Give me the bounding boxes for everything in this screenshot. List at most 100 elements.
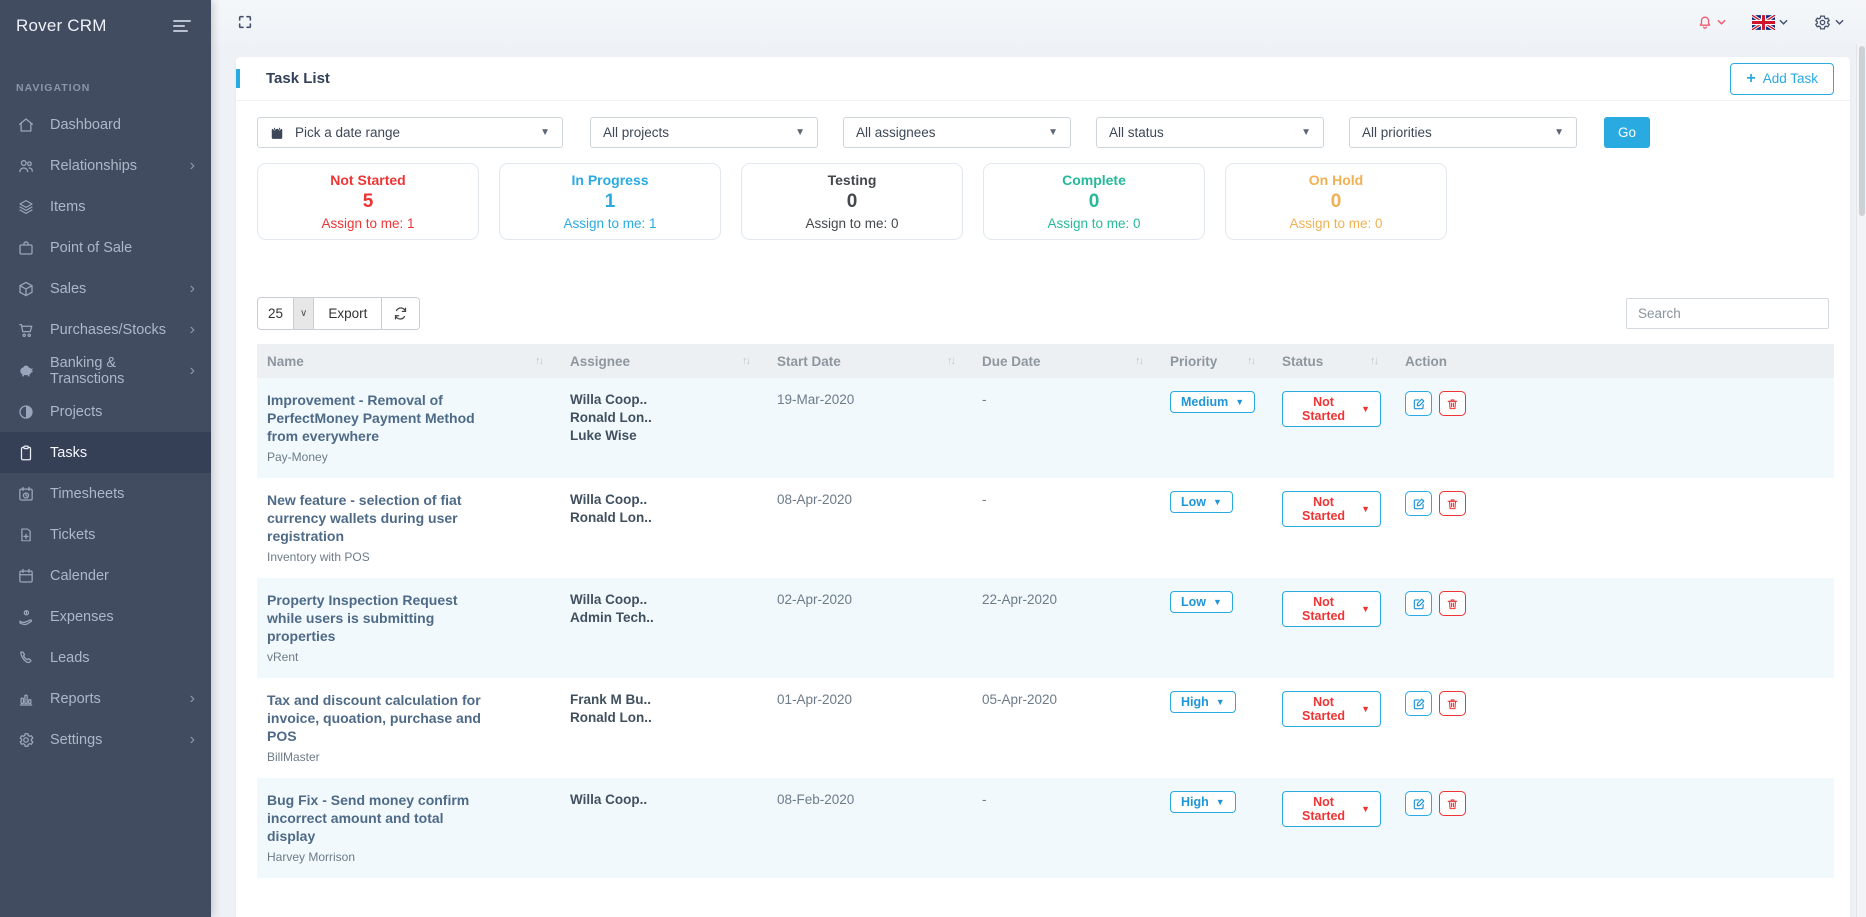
sort-icon[interactable]: ↑↓ [535,355,544,367]
edit-task-button[interactable] [1405,391,1432,416]
sidebar-item-label: Settings [50,731,103,748]
priority-dropdown[interactable]: Medium ▼ [1170,391,1256,413]
go-button[interactable]: Go [1604,117,1651,148]
caret-down-icon: ▼ [1213,497,1222,507]
edit-task-button[interactable] [1405,491,1432,516]
edit-task-button[interactable] [1405,591,1432,616]
filter-select-assignees[interactable]: All assignees ▼ [843,117,1071,148]
task-name[interactable]: Improvement - Removal of PerfectMoney Pa… [267,392,475,444]
column-header-name[interactable]: Name ↑↓ [257,354,560,369]
delete-task-button[interactable] [1439,791,1466,816]
sidebar-item-purchases-stocks[interactable]: Purchases/Stocks › [0,309,211,350]
status-dropdown[interactable]: Not Started ▼ [1282,791,1381,827]
cell-status: Not Started ▼ [1272,491,1395,527]
sort-icon[interactable]: ↑↓ [742,355,751,367]
task-name[interactable]: Property Inspection Request while users … [267,592,458,644]
export-button[interactable]: Export [313,298,382,329]
page-size-select[interactable]: 25 [268,306,284,321]
column-header-start-date[interactable]: Start Date ↑↓ [767,354,972,369]
sidebar-item-sales[interactable]: Sales › [0,268,211,309]
summary-card-not-started[interactable]: Not Started 5 Assign to me: 1 [257,163,479,240]
assignee-name: Ronald Lon.. [570,410,652,425]
sidebar-nav: Dashboard Relationships › Items Point of… [0,104,211,760]
sort-icon[interactable]: ↑↓ [947,355,956,367]
status-dropdown[interactable]: Not Started ▼ [1282,591,1381,627]
status-dropdown[interactable]: Not Started ▼ [1282,391,1381,427]
card-count: 5 [362,191,374,212]
sidebar-item-relationships[interactable]: Relationships › [0,145,211,186]
summary-card-testing[interactable]: Testing 0 Assign to me: 0 [741,163,963,240]
column-header-assignee[interactable]: Assignee ↑↓ [560,354,767,369]
delete-task-button[interactable] [1439,691,1466,716]
priority-dropdown[interactable]: High ▼ [1170,791,1236,813]
language-uk-flag-icon[interactable] [1752,14,1788,30]
sidebar-item-label: Dashboard [50,116,121,133]
sidebar-item-settings[interactable]: Settings › [0,719,211,760]
task-name[interactable]: Bug Fix - Send money confirm incorrect a… [267,792,470,844]
bar-chart-icon [16,689,36,709]
page-size-caret-icon[interactable]: ∨ [293,298,314,329]
sort-icon[interactable]: ↑↓ [1135,355,1144,367]
sort-icon[interactable]: ↑↓ [1370,355,1379,367]
sidebar-item-calender[interactable]: Calender [0,555,211,596]
task-name[interactable]: New feature - selection of fiat currency… [267,492,462,544]
edit-task-button[interactable] [1405,791,1432,816]
add-task-button[interactable]: + Add Task [1730,62,1834,95]
column-header-due-date[interactable]: Due Date ↑↓ [972,354,1160,369]
cell-action [1395,791,1834,816]
column-header-priority[interactable]: Priority ↑↓ [1160,354,1272,369]
assignee-name: Willa Coop.. [570,792,648,807]
filter-select-priorities[interactable]: All priorities ▼ [1349,117,1577,148]
filter-select-status[interactable]: All status ▼ [1096,117,1324,148]
task-project: Inventory with POS [267,550,370,564]
filter-select-projects[interactable]: All projects ▼ [590,117,818,148]
cube-icon [16,279,36,299]
delete-task-button[interactable] [1439,491,1466,516]
vertical-scrollbar[interactable] [1856,44,1866,917]
search-input[interactable] [1626,298,1829,329]
edit-icon [1413,498,1424,509]
sidebar-item-leads[interactable]: Leads [0,637,211,678]
column-header-status[interactable]: Status ↑↓ [1272,354,1395,369]
summary-card-complete[interactable]: Complete 0 Assign to me: 0 [983,163,1205,240]
delete-task-button[interactable] [1439,391,1466,416]
date-range-picker[interactable]: Pick a date range ▼ [257,117,563,148]
sidebar-item-dashboard[interactable]: Dashboard [0,104,211,145]
summary-card-in-progress[interactable]: In Progress 1 Assign to me: 1 [499,163,721,240]
task-project: BillMaster [267,750,320,764]
settings-gear-icon[interactable] [1814,14,1844,31]
sidebar-item-expenses[interactable]: Expenses [0,596,211,637]
task-name[interactable]: Tax and discount calculation for invoice… [267,692,481,744]
cell-assignee: Willa Coop.. [560,791,767,809]
cell-action [1395,691,1834,716]
clipboard-icon [16,443,36,463]
refresh-button[interactable] [381,298,420,329]
sidebar-item-projects[interactable]: Projects [0,391,211,432]
calendar-clock-icon [16,484,36,504]
sidebar-item-items[interactable]: Items [0,186,211,227]
priority-dropdown[interactable]: Low ▼ [1170,591,1233,613]
sidebar-item-reports[interactable]: Reports › [0,678,211,719]
priority-dropdown[interactable]: Low ▼ [1170,491,1233,513]
summary-card-on-hold[interactable]: On Hold 0 Assign to me: 0 [1225,163,1447,240]
scrollbar-thumb[interactable] [1859,46,1865,216]
fullscreen-icon[interactable] [237,14,253,30]
sidebar-item-timesheets[interactable]: Timesheets [0,473,211,514]
sidebar-toggle-icon[interactable] [173,17,193,35]
phone-icon [16,648,36,668]
notifications-bell-icon[interactable] [1697,14,1726,31]
status-dropdown[interactable]: Not Started ▼ [1282,491,1381,527]
priority-dropdown[interactable]: High ▼ [1170,691,1236,713]
status-dropdown[interactable]: Not Started ▼ [1282,691,1381,727]
column-label: Assignee [570,353,631,369]
task-project: Pay-Money [267,450,328,464]
sidebar-item-point-of-sale[interactable]: Point of Sale [0,227,211,268]
delete-task-button[interactable] [1439,591,1466,616]
sort-icon[interactable]: ↑↓ [1247,355,1256,367]
sidebar-item-tickets[interactable]: Tickets [0,514,211,555]
edit-task-button[interactable] [1405,691,1432,716]
sidebar-item-tasks[interactable]: Tasks [0,432,211,473]
sidebar-item-banking-transactions[interactable]: Banking & Transctions › [0,350,211,391]
summary-cards: Not Started 5 Assign to me: 1 In Progres… [257,163,1834,240]
task-project: vRent [267,650,299,664]
